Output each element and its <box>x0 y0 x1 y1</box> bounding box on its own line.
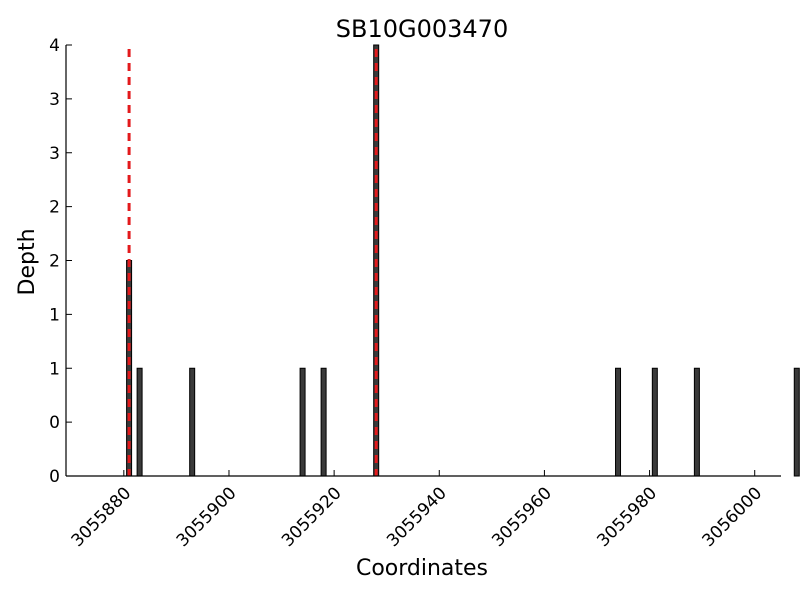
depth-bar-1 <box>136 367 143 477</box>
y-tick-label-1: 0 <box>49 413 60 433</box>
y-ticks: 0 0 1 1 2 2 3 3 4 <box>49 36 72 487</box>
y-tick-label-3: 1 <box>49 305 60 325</box>
x-tick-label-0: 3055880 <box>68 483 136 551</box>
x-tick-label-5: 3055980 <box>593 483 661 551</box>
depth-bar-8 <box>693 367 700 477</box>
chart-title: SB10G003470 <box>336 15 508 43</box>
y-tick-label-2: 1 <box>49 359 60 379</box>
bars-layer <box>126 44 800 477</box>
y-axis-label: Depth <box>15 228 40 295</box>
x-tick-label-4: 3055960 <box>488 483 556 551</box>
depth-bar-4 <box>320 367 327 477</box>
x-tick-label-3: 3055940 <box>383 483 451 551</box>
x-ticks: 3055880 3055900 3055920 3055940 3055960 30559… <box>68 470 767 551</box>
depth-bar-9 <box>793 367 800 477</box>
depth-bar-2 <box>189 367 196 477</box>
x-tick-label-2: 3055920 <box>278 483 346 551</box>
y-tick-label-8: 4 <box>49 36 60 56</box>
x-tick-label-1: 3055900 <box>173 483 241 551</box>
y-tick-label-7: 3 <box>49 90 60 110</box>
axes <box>65 45 781 477</box>
depth-bar-6 <box>615 367 622 477</box>
y-tick-label-4: 2 <box>49 252 60 272</box>
y-tick-label-6: 3 <box>49 144 60 164</box>
x-axis-label: Coordinates <box>356 556 488 581</box>
markers-layer <box>127 49 378 476</box>
depth-bar-7 <box>651 367 658 477</box>
y-tick-label-0: 0 <box>49 467 60 487</box>
depth-bar-3 <box>299 367 306 477</box>
y-tick-label-5: 2 <box>49 198 60 218</box>
x-tick-label-6: 3056000 <box>699 483 767 551</box>
